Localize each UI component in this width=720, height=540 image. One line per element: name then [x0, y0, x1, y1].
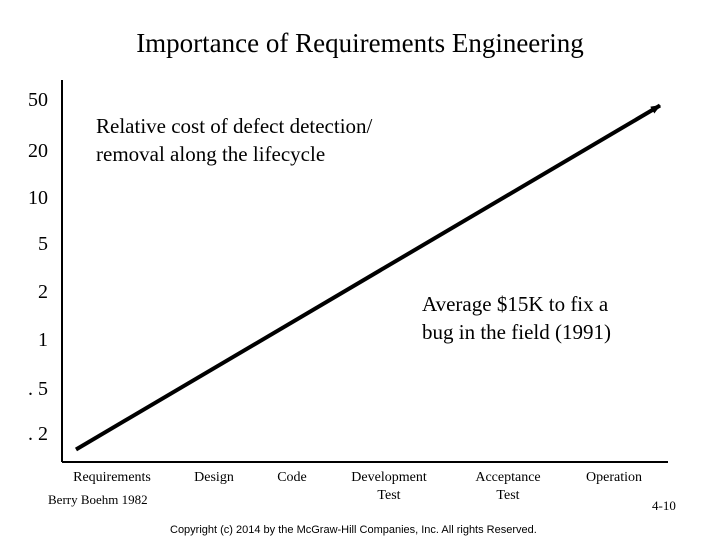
subtitle-line: Relative cost of defect detection/ — [96, 114, 373, 138]
subtitle-line: removal along the lifecycle — [96, 142, 326, 166]
page-number: 4-10 — [652, 498, 676, 513]
x-category-label: Acceptance Test — [475, 470, 540, 503]
y-tick-label: 10 — [28, 187, 48, 209]
annotation-line: bug in the field (1991) — [422, 320, 611, 344]
y-tick-label: . 5 — [28, 378, 48, 400]
y-tick-label: 50 — [28, 89, 48, 111]
y-tick-label: 2 — [38, 281, 48, 303]
source-credit: Berry Boehm 1982 — [48, 492, 148, 507]
chart-subtitle: Relative cost of defect detection/ remov… — [96, 112, 372, 168]
y-tick-label: 5 — [38, 233, 48, 255]
chart-title: Importance of Requirements Engineering — [136, 28, 584, 58]
x-category-label: Requirements — [73, 470, 151, 485]
cost-annotation: Average $15K to fix a bug in the field (… — [422, 290, 611, 346]
x-category-label: Operation — [586, 470, 642, 485]
trend-line — [74, 103, 662, 452]
annotation-line: Average $15K to fix a — [422, 292, 609, 316]
x-category-label: Design — [194, 470, 234, 485]
copyright-notice: Copyright (c) 2014 by the McGraw-Hill Co… — [170, 524, 537, 536]
y-tick-label: 1 — [38, 329, 48, 351]
x-category-label: Code — [277, 470, 307, 485]
y-tick-label: 20 — [28, 140, 48, 162]
x-category-label: Development Test — [351, 470, 427, 503]
y-tick-label: . 2 — [28, 423, 48, 445]
